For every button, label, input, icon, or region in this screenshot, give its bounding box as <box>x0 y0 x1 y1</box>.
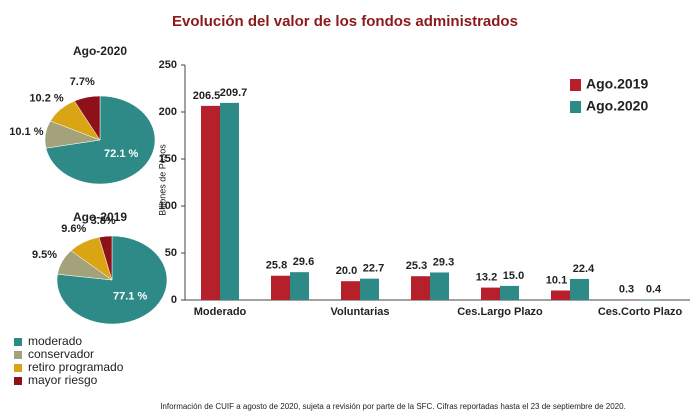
x-tick-label: Voluntarias <box>330 306 389 318</box>
value-label: 10.1 % <box>9 126 43 138</box>
pie-slice <box>98 235 113 281</box>
legend-swatch <box>14 338 22 346</box>
chart-title: Evolución del valor de los fondos admini… <box>172 13 518 30</box>
value-label: 0.4 <box>646 284 662 296</box>
legend-label: mayor riesgo <box>28 373 98 387</box>
value-label: 10.2 % <box>29 93 63 105</box>
value-label: 206.5 <box>193 90 221 102</box>
x-tick-label: Ces.Largo Plazo <box>457 306 543 318</box>
y-axis-label: Billones de Pesos <box>157 144 167 216</box>
y-tick-label: 200 <box>159 106 177 118</box>
value-label: 209.7 <box>220 87 248 99</box>
value-label: 3.8% <box>91 215 116 227</box>
legend-swatch <box>14 351 22 359</box>
pie-title: Ago-2019 <box>73 210 127 224</box>
bar <box>290 272 309 300</box>
legend-label: moderado <box>28 334 82 348</box>
value-label: 10.1 <box>546 274 567 286</box>
y-tick-label: 50 <box>165 247 177 259</box>
value-label: 25.8 <box>266 260 287 272</box>
value-label: 20.0 <box>336 265 357 277</box>
y-tick-label: 0 <box>171 294 177 306</box>
bar <box>430 272 449 300</box>
bar <box>500 285 519 300</box>
pie-slice <box>74 95 101 141</box>
value-label: 72.1 % <box>104 148 138 160</box>
bar <box>201 105 220 300</box>
pie-slice <box>56 235 168 325</box>
x-tick-label: Moderado <box>194 306 247 318</box>
bar <box>551 290 570 300</box>
bar <box>341 281 360 300</box>
value-label: 13.2 <box>476 271 497 283</box>
bar <box>481 287 500 300</box>
legend-label: Ago.2020 <box>586 98 648 114</box>
bar <box>411 276 430 300</box>
value-label: 25.3 <box>406 260 427 272</box>
legend-swatch <box>570 101 581 113</box>
bar <box>271 275 290 300</box>
x-tick-label: Ces.Corto Plazo <box>598 306 683 318</box>
bar <box>360 278 379 300</box>
value-label: 77.1 % <box>113 290 147 302</box>
legend-swatch <box>570 79 581 91</box>
value-label: 7.7% <box>70 76 95 88</box>
footnote: Información de CUIF a agosto de 2020, su… <box>160 402 626 411</box>
bar <box>570 278 589 300</box>
y-tick-label: 250 <box>159 59 177 71</box>
value-label: 15.0 <box>503 270 524 282</box>
bar <box>220 102 239 300</box>
legend-label: Ago.2019 <box>586 76 648 92</box>
y-tick-label: 100 <box>159 200 177 212</box>
value-label: 0.3 <box>619 284 634 296</box>
value-label: 22.7 <box>363 263 384 275</box>
pie-title: Ago-2020 <box>73 44 127 58</box>
y-tick-label: 150 <box>159 153 177 165</box>
legend-swatch <box>14 377 22 385</box>
value-label: 29.6 <box>293 256 314 268</box>
legend-swatch <box>14 364 22 372</box>
value-label: 29.3 <box>433 256 454 268</box>
value-label: 9.5% <box>32 249 57 261</box>
legend-label: retiro programado <box>28 360 124 374</box>
value-label: 22.4 <box>573 263 595 275</box>
value-label: 9.6% <box>61 223 86 235</box>
legend-label: conservador <box>28 347 94 361</box>
